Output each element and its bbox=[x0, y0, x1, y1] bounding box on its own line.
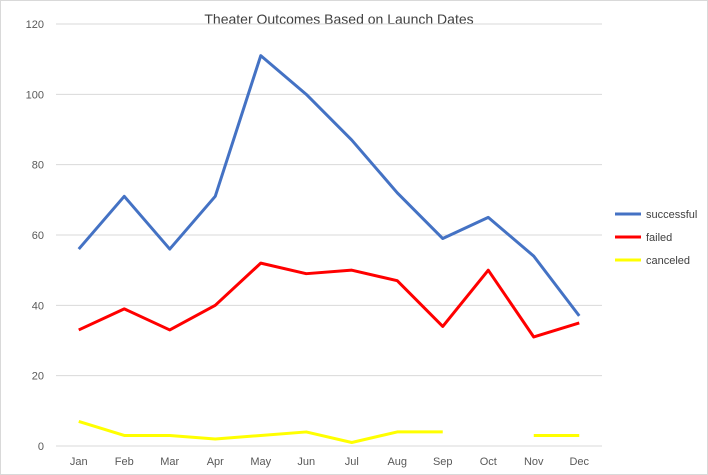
y-tick-label: 120 bbox=[26, 19, 44, 31]
gridlines bbox=[56, 23, 602, 447]
legend: successful failed canceled bbox=[615, 209, 697, 267]
x-tick-label: Apr bbox=[207, 456, 224, 468]
x-tick-label: Jan bbox=[70, 456, 88, 468]
y-tick-label: 40 bbox=[32, 300, 44, 312]
x-tick-label: Nov bbox=[524, 456, 544, 468]
y-tick-label: 60 bbox=[32, 230, 44, 242]
y-tick-label: 100 bbox=[26, 89, 44, 101]
series-line-failed bbox=[78, 261, 580, 339]
legend-label-successful: successful bbox=[646, 209, 697, 221]
x-tick-label: Aug bbox=[387, 456, 407, 468]
y-axis-ticks: 0 20 40 60 80 100 120 bbox=[26, 19, 44, 453]
x-tick-label: Mar bbox=[160, 456, 179, 468]
x-tick-label: Jul bbox=[345, 456, 359, 468]
chart-title: Theater Outcomes Based on Launch Dates bbox=[204, 11, 473, 27]
legend-label-failed: failed bbox=[646, 232, 672, 244]
x-tick-label: Jun bbox=[297, 456, 315, 468]
y-tick-label: 0 bbox=[38, 441, 44, 453]
x-tick-label: May bbox=[250, 456, 271, 468]
x-tick-label: Sep bbox=[433, 456, 453, 468]
series-line-successful bbox=[77, 54, 581, 317]
y-tick-label: 20 bbox=[32, 371, 44, 383]
x-tick-label: Dec bbox=[569, 456, 589, 468]
x-axis-ticks: Jan Feb Mar Apr May Jun Jul Aug Sep Oct Nov Dec bbox=[70, 456, 590, 468]
series-line-canceled bbox=[78, 419, 443, 444]
y-tick-label: 80 bbox=[32, 160, 44, 172]
x-tick-label: Oct bbox=[480, 456, 497, 468]
legend-label-canceled: canceled bbox=[646, 255, 690, 267]
series-lines bbox=[77, 54, 581, 444]
x-tick-label: Feb bbox=[115, 456, 134, 468]
